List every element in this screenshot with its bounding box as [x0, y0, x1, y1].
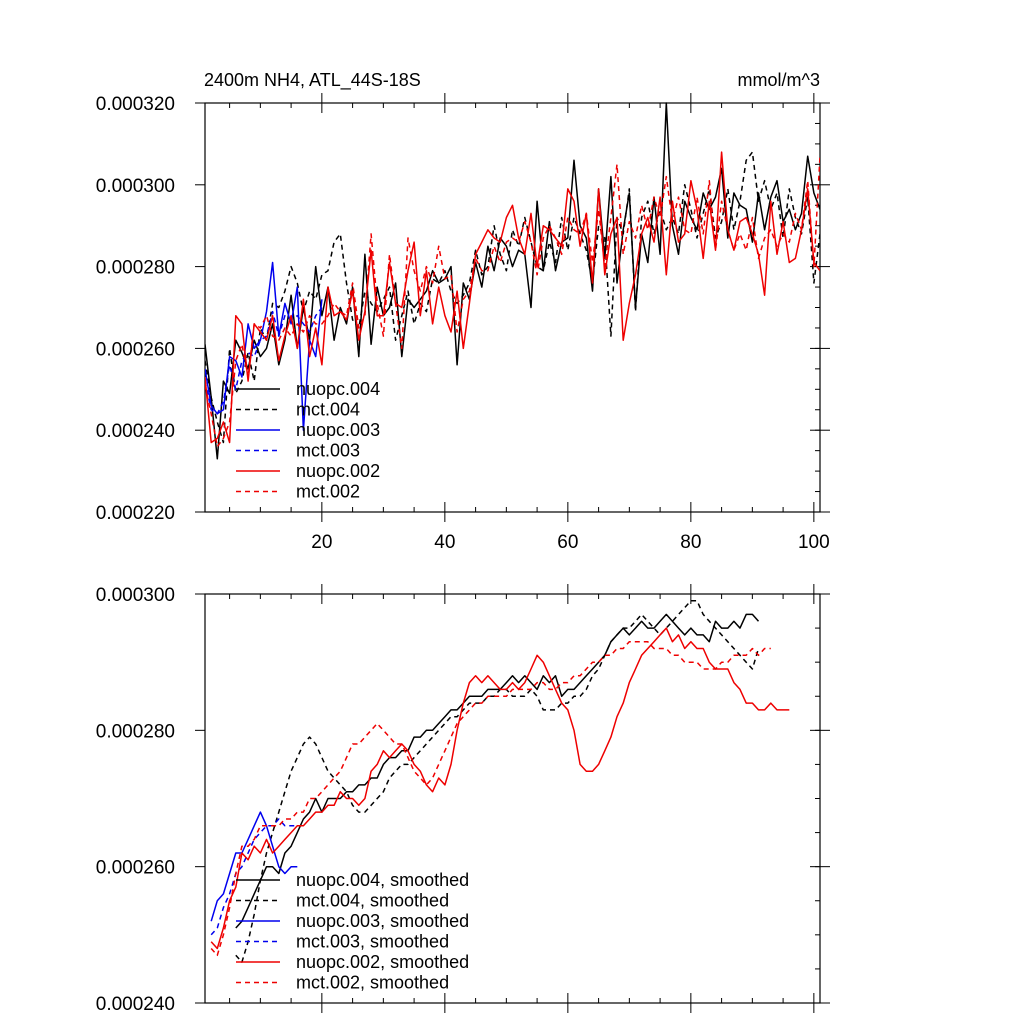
series-line-mct-002 [205, 156, 820, 448]
top-plot-area: 20 40 60 80 100 0.000220 0.000240 0.000260 0.000… [96, 93, 830, 553]
y-tick-label: 0.000280 [96, 721, 175, 742]
legend-label: mct.003 [296, 441, 360, 461]
y-tick-label: 0.000300 [96, 176, 175, 197]
chart-title: 2400m NH4, ATL_44S-18S [204, 70, 421, 91]
legend-label: mct.003, smoothed [296, 932, 449, 952]
y-tick-label: 0.000320 [96, 94, 175, 115]
y-tick-label: 0.000220 [96, 503, 175, 524]
legend-label: nuopc.002 [296, 461, 380, 481]
series-line-mct-003-smoothed [210, 818, 298, 936]
series-line-nuopc-002-smoothed [210, 627, 790, 950]
series-line-mct-002-smoothed [210, 640, 771, 957]
legend-label: nuopc.004, smoothed [296, 870, 469, 890]
y-tick-label: 0.000240 [96, 994, 175, 1015]
legend-label: mct.004, smoothed [296, 891, 449, 911]
bottom-panel: 0.000240 0.000260 0.000280 0.000300 nuopc.00… [96, 584, 830, 1015]
units-label: mmol/m^3 [738, 70, 820, 90]
series-line-nuopc-003 [205, 261, 323, 431]
bottom-plot-area: 0.000240 0.000260 0.000280 0.000300 nuopc.00… [96, 584, 830, 1015]
y-tick-label: 0.000240 [96, 421, 175, 442]
y-tick-label: 0.000260 [96, 858, 175, 879]
legend-label: nuopc.003, smoothed [296, 911, 469, 931]
x-tick-label: 20 [311, 532, 332, 553]
y-tick-label: 0.000260 [96, 339, 175, 360]
legend-label: mct.002, smoothed [296, 973, 449, 993]
y-tick-label: 0.000300 [96, 585, 175, 606]
series-line-mct-004-smoothed [235, 600, 760, 963]
legend-label: nuopc.004 [296, 379, 380, 399]
legend-label: nuopc.003 [296, 420, 380, 440]
x-tick-label: 40 [434, 532, 455, 553]
series-line-nuopc-002 [205, 151, 820, 444]
legend-label: mct.002 [296, 482, 360, 502]
series-line-nuopc-003-smoothed [210, 811, 298, 922]
legend-label: mct.004 [296, 400, 360, 420]
series-line-mct-003 [205, 307, 323, 415]
x-tick-label: 60 [557, 532, 578, 553]
top-panel: 2400m NH4, ATL_44S-18S mmol/m^3 20 40 60 80… [96, 70, 830, 553]
x-tick-label: 80 [680, 532, 701, 553]
x-tick-label: 100 [798, 532, 830, 553]
series-line-nuopc-004-smoothed [235, 613, 760, 929]
y-tick-label: 0.000280 [96, 258, 175, 279]
legend-label: nuopc.002, smoothed [296, 952, 469, 972]
